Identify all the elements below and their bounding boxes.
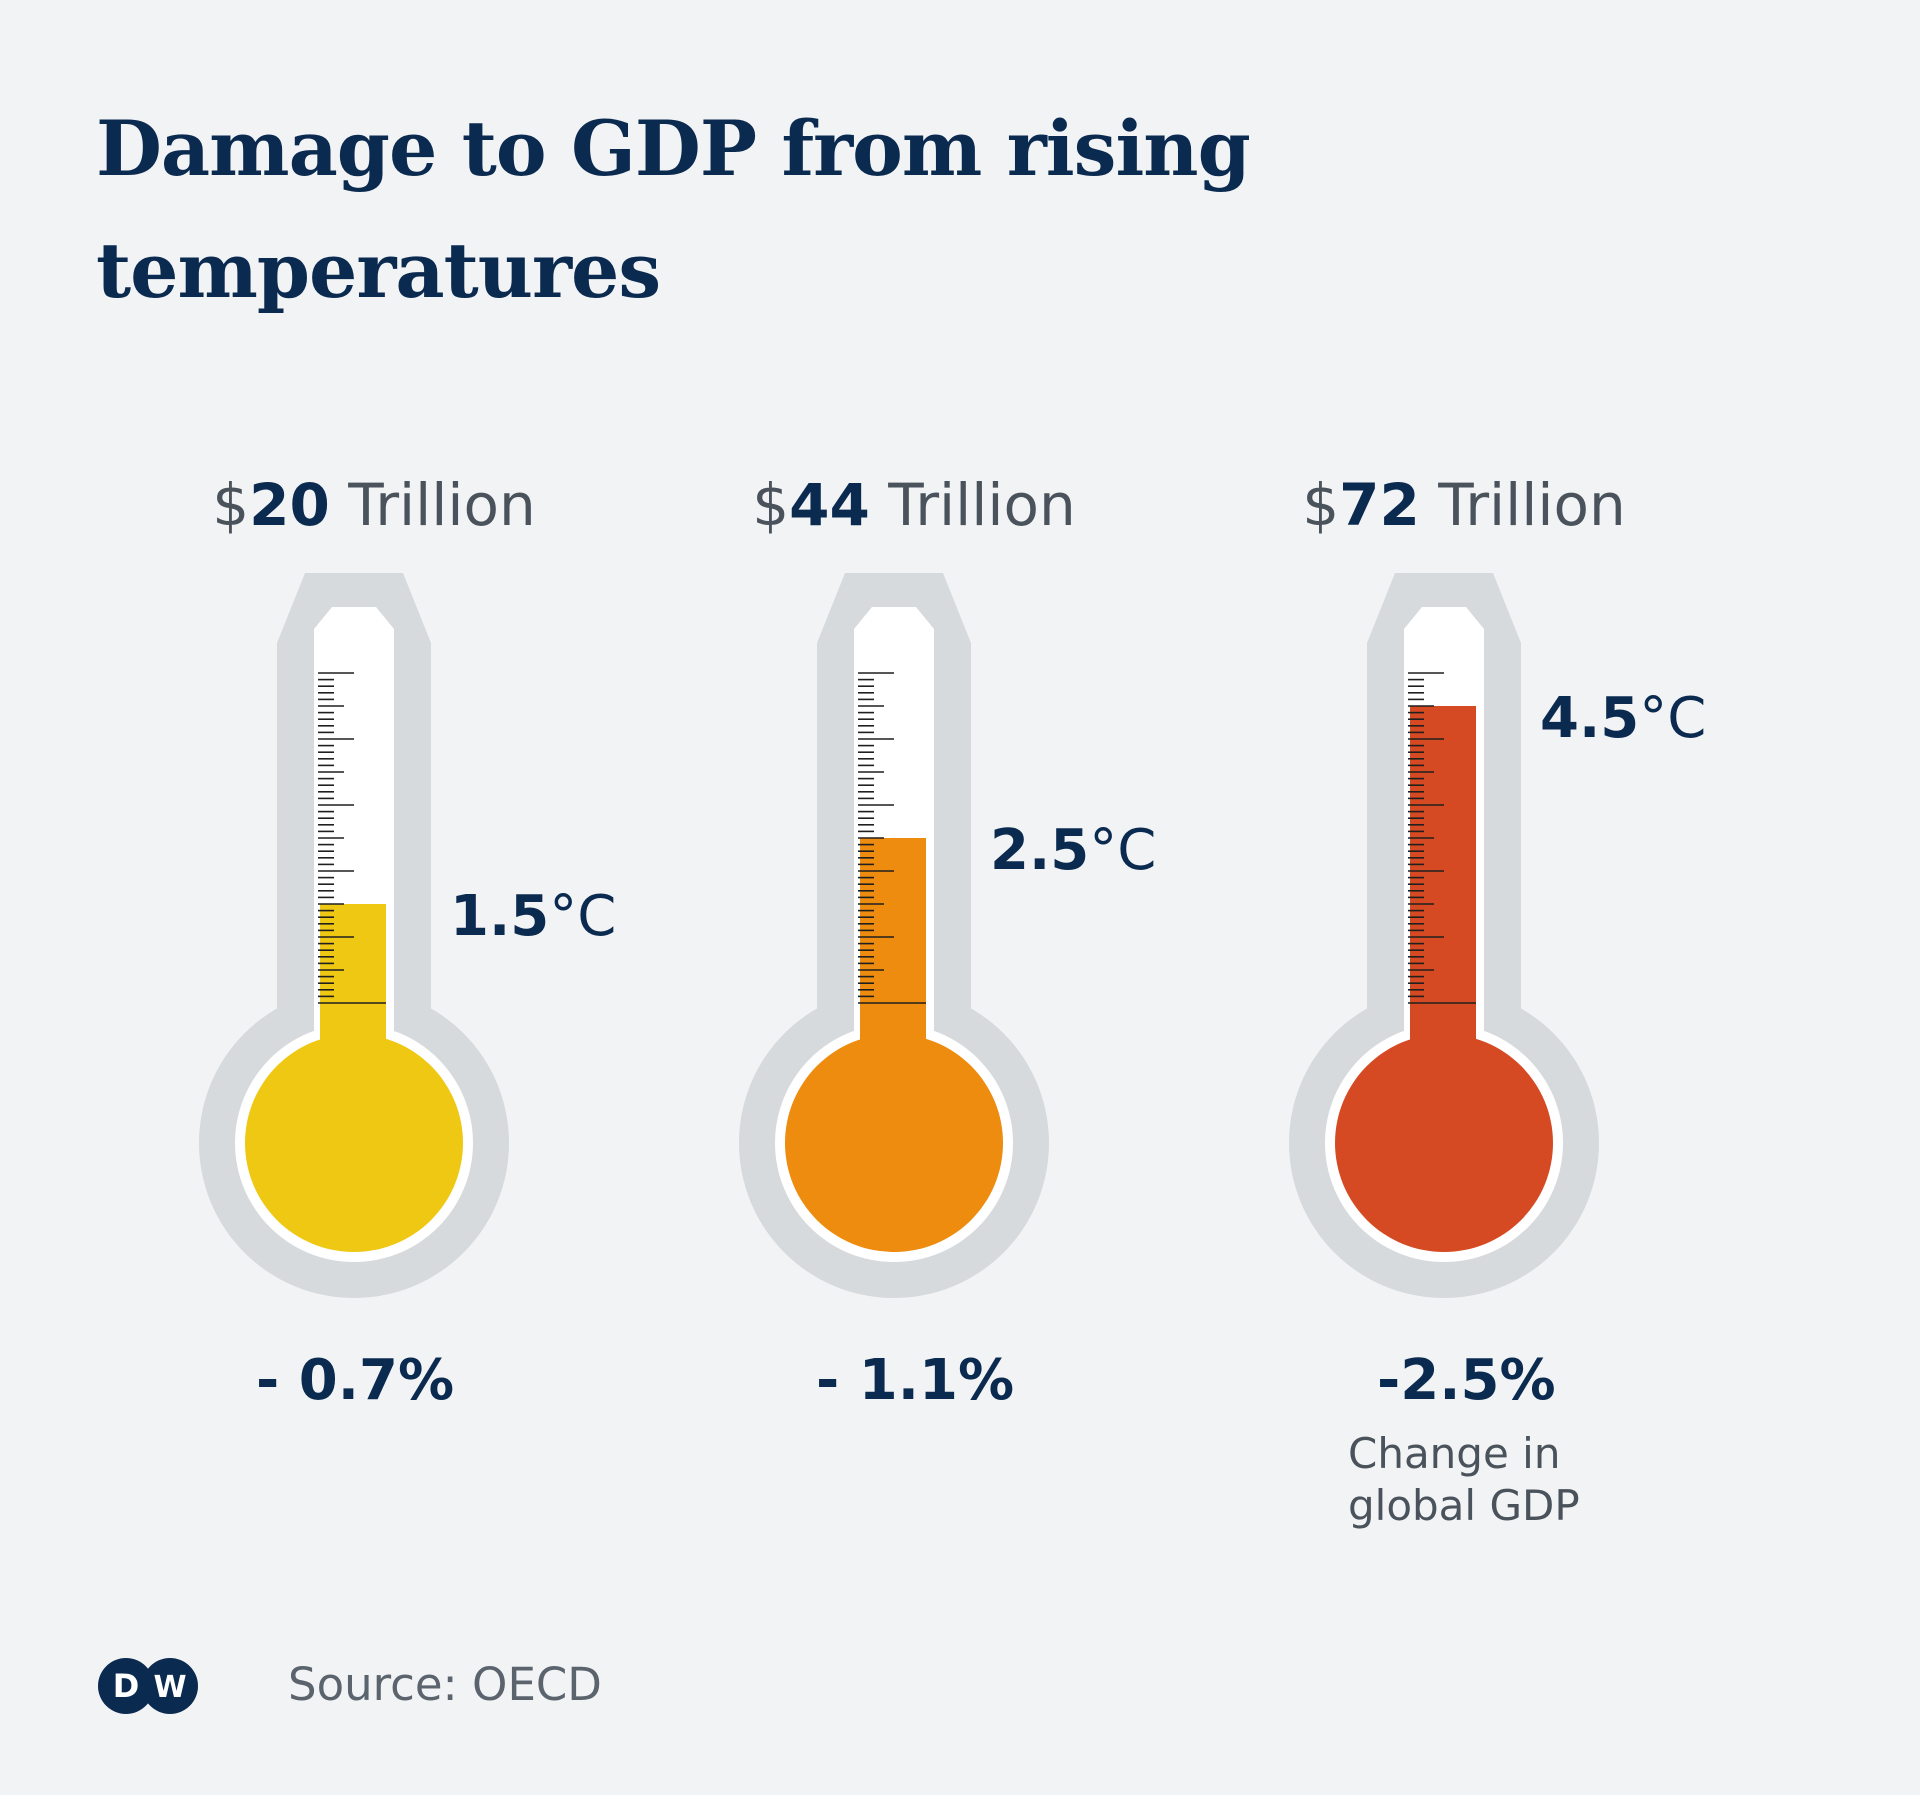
- temperature-label: 4.5°C: [1540, 686, 1706, 751]
- dw-logo: D W: [98, 1658, 198, 1714]
- thermometer-bulb: [245, 1034, 463, 1252]
- chart-title: Damage to GDP from rising temperatures: [96, 104, 1251, 315]
- cost-label: $44 Trillion: [752, 471, 1076, 539]
- gdp-change-label: - 0.7%: [256, 1348, 454, 1413]
- svg-text:W: W: [153, 1670, 186, 1705]
- gdp-change-label: - 1.1%: [816, 1348, 1014, 1413]
- thermometer-1: $20 Trillion 1.5°C - 0.7%: [199, 471, 616, 1413]
- scale-ticks: [318, 672, 386, 1004]
- thermometer-bulb: [785, 1034, 1003, 1252]
- thermometer-bulb: [1335, 1034, 1553, 1252]
- scale-ticks: [858, 672, 926, 1004]
- gdp-change-label: -2.5%: [1377, 1348, 1556, 1413]
- temperature-label: 1.5°C: [450, 884, 616, 949]
- cost-label: $20 Trillion: [212, 471, 536, 539]
- source-note: Source: OECD: [288, 1658, 602, 1711]
- scale-ticks: [1408, 672, 1476, 1004]
- thermometer-chart: $20 Trillion 1.5°C - 0.7% $44 Trillion 2.5°C…: [199, 471, 1706, 1530]
- svg-text:D: D: [113, 1667, 140, 1705]
- temperature-label: 2.5°C: [990, 818, 1156, 883]
- cost-label: $72 Trillion: [1302, 471, 1626, 539]
- gdp-change-annotation: Change in global GDP: [1348, 1429, 1580, 1530]
- thermometer-3: $72 Trillion 4.5°C -2.5%: [1289, 471, 1706, 1413]
- thermometer-2: $44 Trillion 2.5°C - 1.1%: [739, 471, 1156, 1413]
